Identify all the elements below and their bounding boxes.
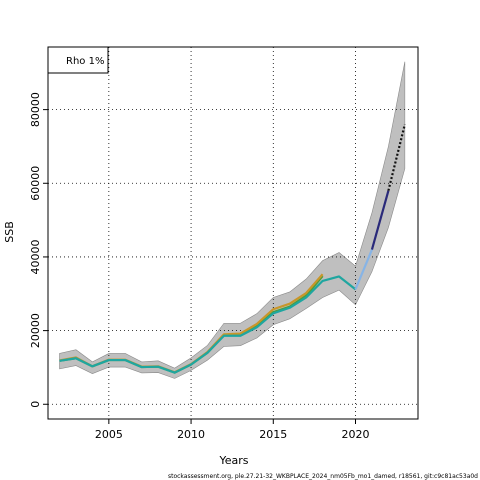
series-line-6 [387, 124, 406, 191]
legend-box [47, 46, 109, 74]
series-line-3 [59, 275, 357, 374]
x-axis-title: Years [218, 454, 248, 467]
x-tick-label: 2020 [342, 428, 370, 441]
y-tick-label: 60000 [29, 166, 42, 201]
legend: Rho 1% [47, 46, 109, 74]
series-line-4 [354, 249, 373, 290]
plot-area: 2005 2010 2015 2020 0 20000 40000 60000 80000 [29, 46, 419, 441]
y-tick-label: 20000 [29, 313, 42, 348]
x-tick-label: 2005 [95, 428, 123, 441]
footer-credit: stockassessment.org, ple.27.21-32_WKBPLA… [168, 473, 478, 480]
x-tick-label: 2010 [177, 428, 205, 441]
x-tick-label: 2015 [259, 428, 287, 441]
y-tick-label: 0 [29, 401, 42, 408]
y-axis-title: SSB [3, 221, 16, 243]
y-tick-label: 80000 [29, 92, 42, 127]
legend-label: Rho 1% [66, 56, 104, 67]
series-line-5 [370, 190, 390, 250]
confidence-band [59, 61, 406, 379]
y-tick-label: 40000 [29, 239, 42, 274]
plot-frame [47, 46, 419, 420]
